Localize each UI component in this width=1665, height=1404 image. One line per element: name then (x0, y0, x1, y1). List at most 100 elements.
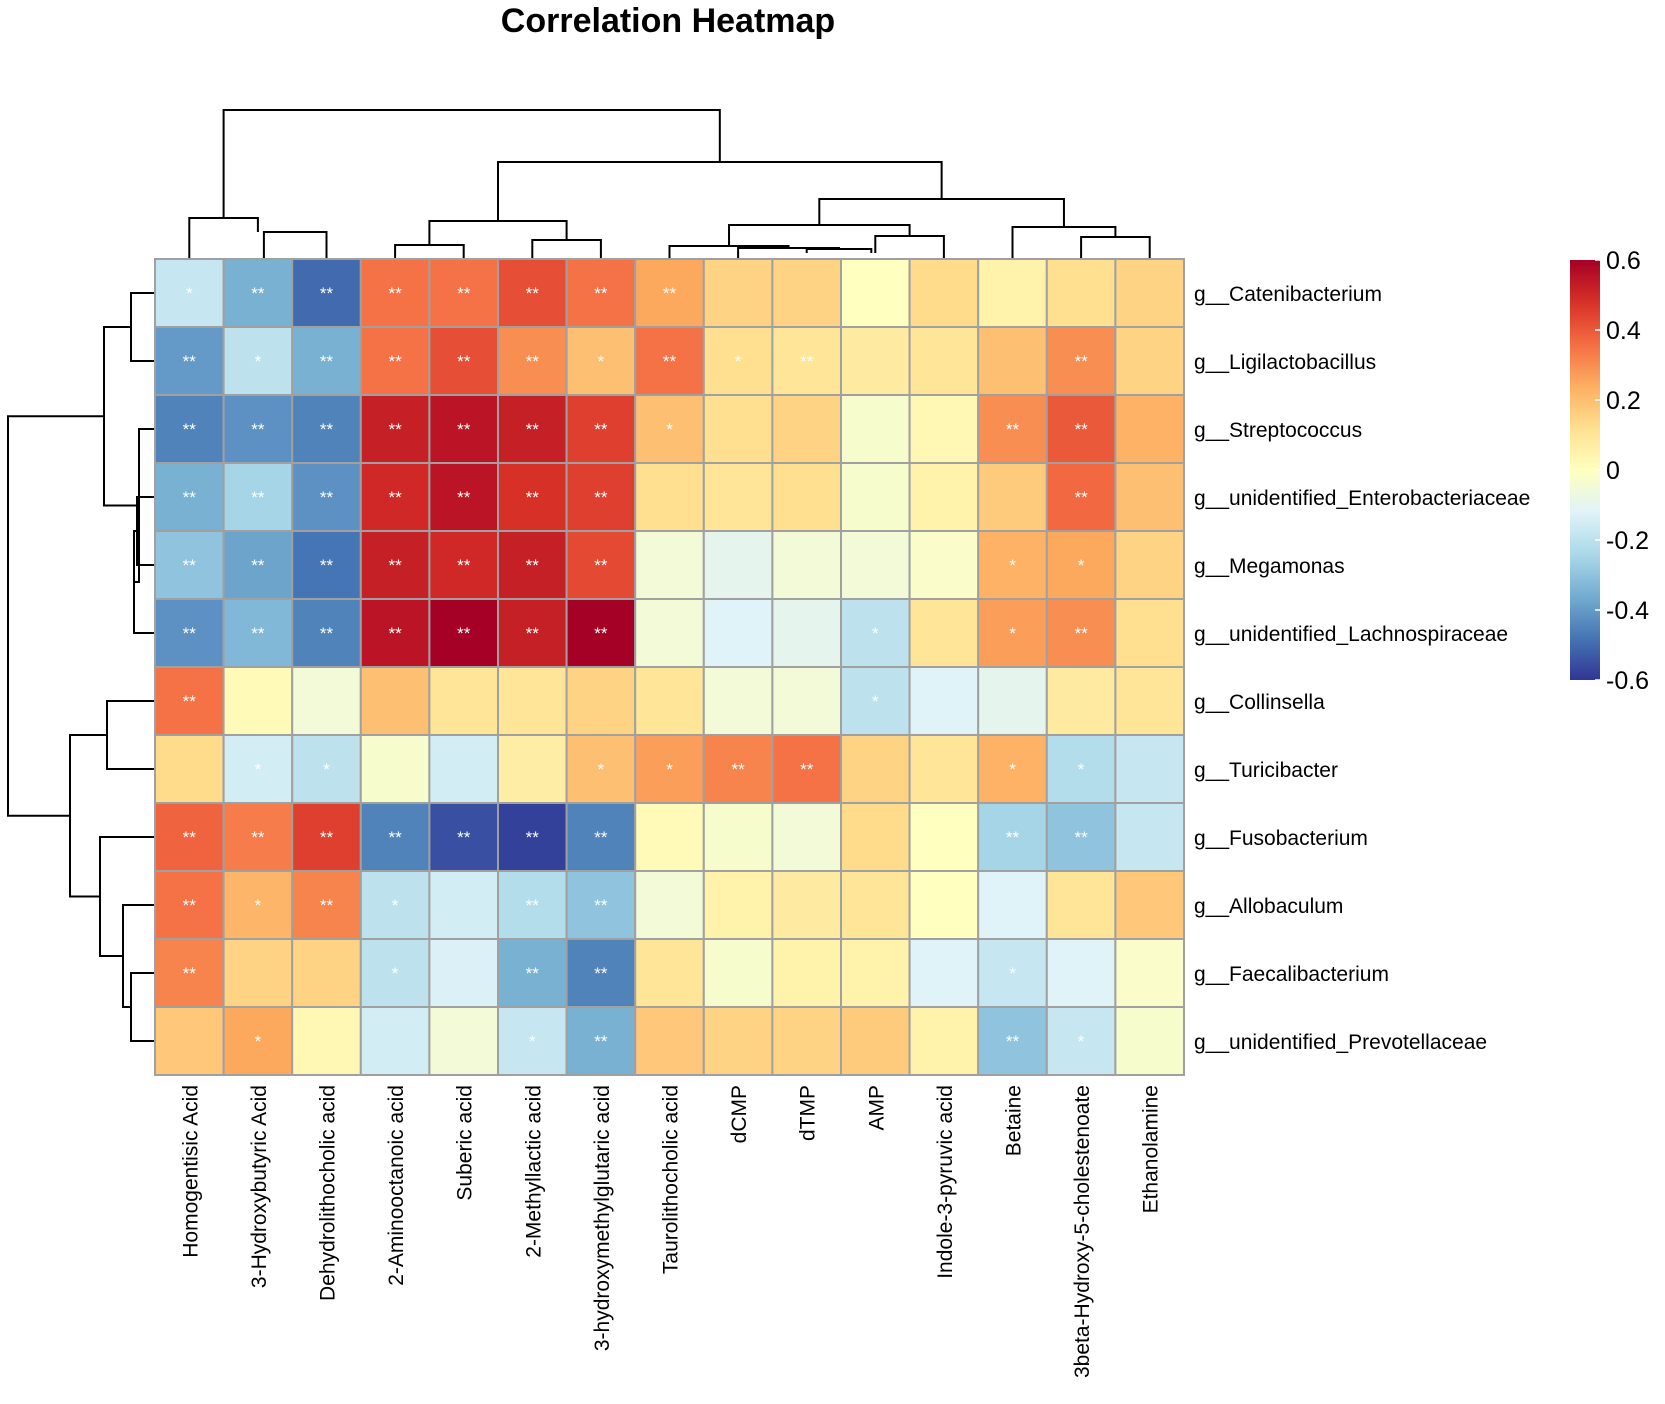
heatmap-cell (1045, 462, 1117, 532)
heatmap-cell (1114, 258, 1186, 328)
heatmap-cell (702, 326, 774, 396)
heatmap-cell (840, 666, 911, 736)
significance-marker: ** (251, 556, 265, 575)
heatmap-cell (702, 530, 774, 600)
row-label: g__Fusobacterium (1194, 827, 1368, 850)
heatmap-cell (497, 326, 568, 396)
significance-marker: ** (388, 556, 402, 575)
colorbar-tick-label: 0.2 (1606, 387, 1641, 415)
column-dendrogram-branch (428, 220, 568, 245)
row-dendrogram-branch (103, 326, 139, 507)
significance-marker: ** (183, 624, 197, 643)
significance-marker: ** (594, 964, 608, 983)
significance-marker: ** (594, 488, 608, 507)
heatmap-cell (977, 258, 1048, 328)
significance-marker: * (735, 352, 742, 371)
heatmap-cell (908, 598, 980, 668)
heatmap-cell (634, 598, 705, 668)
significance-marker: * (1078, 760, 1085, 779)
column-dendrogram-branch (818, 198, 1065, 227)
significance-marker: ** (457, 624, 471, 643)
heatmap-cell (634, 462, 705, 532)
row-dendrogram-branch (130, 972, 155, 1042)
significance-marker: ** (457, 828, 471, 847)
significance-marker: ** (320, 488, 334, 507)
significance-markers: * ** ** ** ** ** ** **** * ** ** ** ** * ** * ** **** ** **… (183, 284, 1088, 1051)
colorbar-tick-label: 0 (1606, 457, 1620, 485)
heatmap-cell (840, 734, 911, 804)
significance-marker: ** (388, 488, 402, 507)
significance-marker: * (872, 624, 879, 643)
significance-marker: ** (320, 896, 334, 915)
heatmap-cell (291, 938, 362, 1008)
heatmap-cell (154, 734, 225, 804)
significance-marker: ** (251, 420, 265, 439)
significance-marker: ** (457, 556, 471, 575)
heatmap-cell (840, 802, 911, 872)
column-label: Dehydrolithocholic acid (317, 1085, 340, 1301)
heatmap-cell (497, 258, 568, 328)
significance-marker: * (1009, 556, 1016, 575)
heatmap-cell (1114, 598, 1186, 668)
significance-marker: * (1009, 964, 1016, 983)
heatmap-cell (565, 666, 637, 736)
heatmap-cell (1114, 394, 1186, 464)
column-dendrogram-branch (1080, 236, 1151, 259)
heatmap-cell (702, 870, 774, 940)
significance-marker: ** (663, 352, 677, 371)
significance-marker: * (392, 896, 399, 915)
significance-marker: * (529, 1032, 536, 1051)
column-label: dTMP (797, 1085, 820, 1141)
heatmap-cell (840, 598, 911, 668)
significance-marker: * (872, 692, 879, 711)
significance-marker: ** (594, 896, 608, 915)
colorbar-tick-label: -0.6 (1606, 667, 1649, 695)
column-dendrogram-branch (262, 231, 328, 259)
significance-marker: ** (800, 760, 814, 779)
significance-marker: ** (526, 828, 540, 847)
heatmap-cell (840, 1006, 911, 1076)
colorbar-tick-label: 0.6 (1606, 247, 1641, 275)
heatmap-cell (702, 462, 774, 532)
significance-marker: * (255, 760, 262, 779)
significance-marker: ** (1074, 828, 1088, 847)
significance-marker: * (255, 896, 262, 915)
heatmap-cell (771, 326, 843, 396)
heatmap-cell (222, 802, 294, 872)
heatmap-cell (497, 734, 568, 804)
heatmap-cell (634, 1006, 705, 1076)
heatmap-cell (702, 802, 774, 872)
heatmap-cell (771, 1006, 843, 1076)
heatmap-cell (222, 938, 294, 1008)
significance-marker: ** (1006, 420, 1020, 439)
heatmap-cell (291, 666, 362, 736)
column-label: AMP (865, 1085, 888, 1131)
heatmap-cell (908, 870, 980, 940)
heatmap-cell (1045, 734, 1117, 804)
heatmap-cell (497, 1006, 568, 1076)
column-dendrogram-branch (531, 239, 602, 259)
heatmap-cell (840, 938, 911, 1008)
heatmap-cell (771, 258, 843, 328)
heatmap-cell (908, 1006, 980, 1076)
heatmap-cell (359, 462, 431, 532)
heatmap-cell (154, 1006, 225, 1076)
row-dendrogram-branch (69, 734, 107, 898)
significance-marker: ** (183, 964, 197, 983)
heatmap-cell (359, 530, 431, 600)
heatmap-cell (1114, 666, 1186, 736)
heatmap-cell (908, 530, 980, 600)
heatmap-cell (908, 394, 980, 464)
column-label: Indole-3-pyruvic acid (934, 1085, 957, 1279)
row-label: g__Turicibacter (1194, 759, 1338, 782)
heatmap-cell (222, 326, 294, 396)
row-dendrogram-branch (130, 292, 155, 362)
heatmap-cell (702, 1006, 774, 1076)
heatmap-cell (977, 394, 1048, 464)
heatmap-cell (291, 462, 362, 532)
significance-marker: * (1009, 760, 1016, 779)
colorbar-legend: 0.6 0.4 0.2 0 -0.2 -0.4 -0.6 (1570, 247, 1649, 695)
significance-marker: ** (388, 352, 402, 371)
significance-marker: ** (594, 624, 608, 643)
column-dendrogram-branch (222, 109, 721, 218)
